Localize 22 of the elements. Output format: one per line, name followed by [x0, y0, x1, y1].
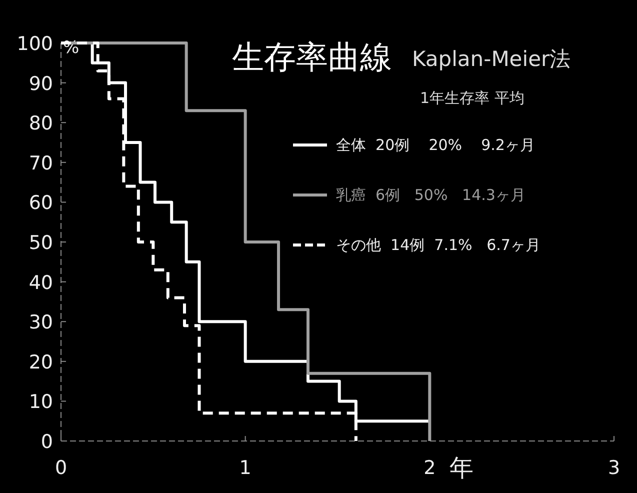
x-tick-label: 1 [239, 457, 252, 479]
x-axis-title: 年 [450, 454, 474, 482]
y-tick-label: 90 [28, 72, 53, 95]
y-tick-label: 20 [28, 351, 53, 374]
legend-title: 1年生存率 平均 [420, 89, 524, 107]
chart-subtitle: Kaplan-Meier法 [412, 47, 571, 71]
y-tick-label: 10 [28, 391, 53, 414]
y-tick-label: 30 [28, 312, 53, 334]
y-tick-label: 50 [28, 232, 53, 254]
legend-label: その他 14例 7.1% 6.7ヶ月 [336, 236, 540, 254]
legend-label: 乳癌 6例 50% 14.3ヶ月 [336, 186, 526, 204]
y-tick-label: 80 [28, 112, 53, 135]
legend-label: 全体 20例 20% 9.2ヶ月 [336, 136, 535, 154]
y-tick-label: 100 [16, 33, 53, 55]
y-tick-label: 0 [40, 431, 53, 453]
x-tick-label: 0 [54, 457, 68, 479]
y-tick-label: 70 [28, 152, 53, 174]
chart-title: 生存率曲線 [232, 38, 392, 76]
x-tick-label: 3 [608, 457, 620, 479]
y-tick-label: 40 [28, 272, 53, 294]
y-tick-label: 60 [28, 192, 53, 214]
x-tick-label: 2 [424, 457, 436, 479]
